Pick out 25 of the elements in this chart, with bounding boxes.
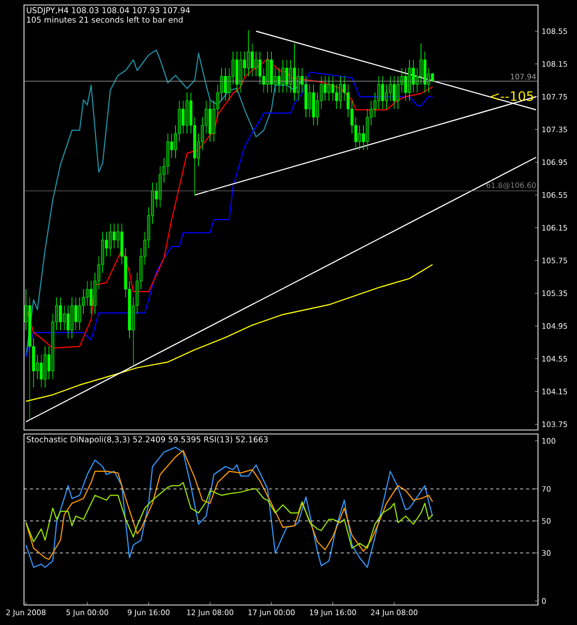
candlestick (281, 60, 284, 93)
candlestick (44, 346, 47, 388)
line-series (25, 264, 434, 402)
candlestick (208, 100, 212, 142)
candlestick (338, 76, 342, 110)
candlestick (266, 51, 270, 93)
candlestick (381, 76, 384, 110)
candlestick (239, 51, 242, 93)
candlestick (408, 60, 411, 102)
candlestick (235, 51, 238, 93)
candlestick (392, 76, 396, 110)
annotation: <--105 (490, 91, 534, 101)
candlestick (186, 92, 188, 134)
candlestick (327, 76, 330, 102)
candlestick (70, 297, 74, 339)
candlestick (312, 84, 316, 126)
line-series (25, 49, 303, 358)
candlestick (270, 51, 273, 93)
candlestick (224, 68, 227, 102)
candlestick (246, 30, 250, 76)
candlestick (292, 43, 296, 102)
line-series (25, 482, 434, 549)
candlestick (108, 223, 112, 257)
candlestick (285, 60, 288, 93)
candlestick (58, 297, 62, 330)
